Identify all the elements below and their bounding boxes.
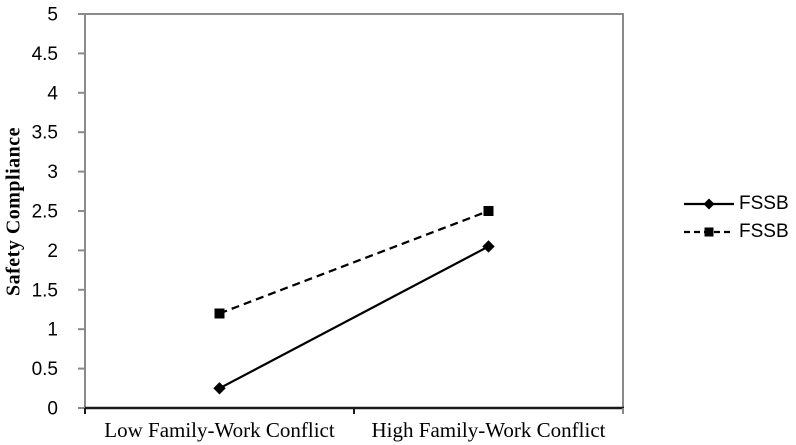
y-tick-label: 0.5 [32, 359, 58, 380]
y-tick-label: 3 [47, 162, 58, 183]
y-tick-label: 1 [47, 320, 58, 341]
y-axis-title: Safety Compliance [2, 126, 25, 296]
y-tick-label: 2.5 [32, 202, 58, 223]
y-tick-label: 3.5 [32, 123, 58, 144]
y-tick-label: 4.5 [32, 44, 58, 65]
square-marker [483, 206, 494, 216]
diamond-icon [703, 198, 715, 210]
square-marker [214, 308, 225, 319]
square-icon [704, 227, 714, 237]
x-category-label: Low Family-Work Conflict [104, 418, 335, 442]
legend-item-0: FSSB [684, 190, 789, 218]
legend-swatch-dashed-square [684, 227, 734, 237]
y-tick-label: 1.5 [32, 280, 58, 301]
y-tick-label: 4 [47, 83, 58, 104]
diamond-marker [482, 240, 495, 253]
y-tick-label: 2 [47, 241, 58, 262]
y-tick-label: 0 [47, 399, 58, 420]
legend-label: FSSB [739, 221, 789, 242]
series-line-1 [219, 209, 489, 315]
legend: FSSB FSSB [684, 190, 789, 246]
legend-item-1: FSSB [684, 218, 789, 246]
legend-label: FSSB [739, 193, 789, 214]
x-category-label: High Family-Work Conflict [372, 418, 606, 442]
legend-swatch-solid-diamond [684, 198, 734, 210]
plot-frame [84, 13, 624, 408]
series-line-0 [218, 245, 490, 390]
diamond-marker [213, 382, 226, 395]
y-tick-label: 5 [47, 5, 58, 26]
